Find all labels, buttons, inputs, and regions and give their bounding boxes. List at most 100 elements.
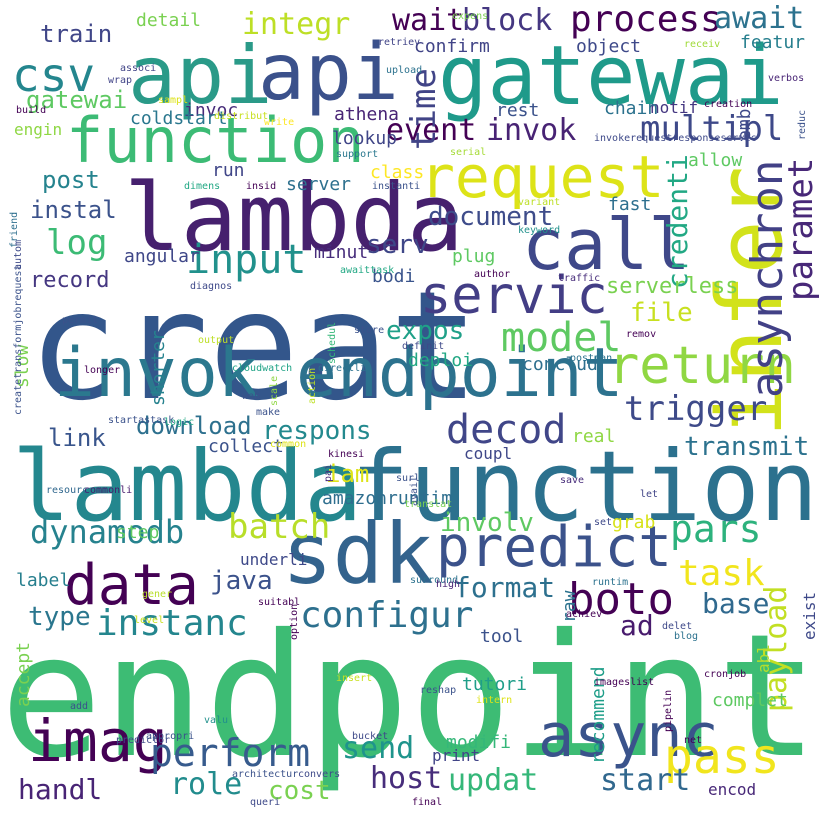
- cloud-word: upload: [386, 65, 423, 76]
- cloud-word: function: [66, 104, 365, 177]
- cloud-word: architectur: [232, 769, 299, 780]
- cloud-word: level: [134, 615, 165, 626]
- cloud-word: verbos: [768, 73, 805, 84]
- cloud-word: invoc: [184, 100, 239, 121]
- cloud-word: lambda: [12, 430, 363, 543]
- cloud-word: creation: [704, 99, 753, 110]
- cloud-word: decod: [446, 407, 567, 453]
- cloud-word: call: [522, 204, 691, 286]
- cloud-word: creat: [28, 260, 480, 434]
- cloud-word: cost: [268, 776, 331, 806]
- cloud-word: action: [307, 367, 318, 404]
- cloud-word: directli: [318, 363, 367, 374]
- cloud-word: resourc: [46, 485, 89, 496]
- cloud-word: remov: [626, 329, 657, 340]
- cloud-word: server: [286, 174, 352, 195]
- cloud-word: traffic: [558, 273, 601, 284]
- cloud-word: author: [474, 269, 511, 280]
- cloud-word: await: [714, 1, 805, 36]
- cloud-word: involv: [440, 508, 534, 538]
- cloud-word: wrap: [108, 75, 133, 86]
- cloud-word: block: [462, 3, 553, 38]
- cloud-word: make: [256, 407, 281, 418]
- cloud-word: predict: [436, 515, 673, 580]
- cloud-word: ad: [620, 609, 654, 642]
- cloud-word: athena: [334, 104, 400, 125]
- cloud-word: common: [270, 439, 307, 450]
- cloud-word: start: [600, 763, 691, 798]
- cloud-word: pai: [323, 463, 334, 482]
- cloud-word: surround: [410, 575, 459, 586]
- cloud-word: modifi: [446, 732, 512, 753]
- cloud-word: dynamodb: [30, 513, 185, 551]
- cloud-word: multipl: [640, 109, 784, 149]
- cloud-word: rest: [496, 100, 540, 121]
- cloud-word: download: [136, 412, 252, 440]
- cloud-word: conclud: [522, 354, 598, 375]
- cloud-word: add: [70, 701, 89, 712]
- cloud-word: grab: [612, 512, 656, 533]
- cloud-word: coldstart: [130, 108, 228, 129]
- cloud-word: translat: [404, 499, 453, 510]
- cloud-word: boto: [568, 574, 674, 625]
- cloud-word: trigger: [624, 389, 768, 429]
- cloud-word: instal: [30, 196, 117, 224]
- cloud-word: lookup: [332, 128, 398, 149]
- cloud-word: fast: [608, 194, 652, 215]
- cloud-word: send: [342, 731, 415, 766]
- cloud-word: insert: [336, 673, 373, 684]
- cloud-word: gener: [142, 589, 173, 600]
- cloud-word: paramet: [781, 157, 819, 301]
- cloud-word: imageslist: [594, 677, 655, 688]
- cloud-word: host: [370, 761, 443, 796]
- cloud-word: record: [30, 268, 110, 293]
- cloud-word: request: [420, 143, 665, 211]
- cloud-word: pars: [670, 507, 762, 551]
- cloud-word: file: [630, 298, 693, 328]
- cloud-word: coupl: [464, 444, 513, 463]
- cloud-word: batch: [228, 507, 331, 547]
- cloud-word: pipelin: [663, 689, 674, 732]
- cloud-word: label: [16, 570, 71, 591]
- cloud-word: insid: [246, 181, 277, 192]
- cloud-word: convers: [298, 769, 341, 780]
- cloud-word: lambda: [124, 164, 464, 273]
- cloud-word: predictor: [116, 735, 171, 746]
- cloud-word: type: [28, 602, 91, 632]
- cloud-word: serial: [450, 147, 487, 158]
- cloud-word: serv: [366, 230, 429, 260]
- cloud-word: bucket: [352, 731, 389, 742]
- cloud-word: plug: [452, 246, 496, 267]
- cloud-word: dimens: [184, 181, 221, 192]
- cloud-word: final: [412, 797, 443, 808]
- cloud-word: kinesi: [328, 449, 365, 460]
- cloud-word: amazonruntim: [322, 488, 453, 509]
- cloud-word: return: [608, 336, 796, 396]
- cloud-word: expens: [452, 11, 489, 22]
- cloud-word: tool: [480, 626, 524, 647]
- cloud-word: retriev: [378, 37, 421, 48]
- cloud-word: cronjob: [704, 669, 747, 680]
- cloud-word: transmit: [684, 432, 810, 462]
- cloud-word: instanti: [372, 181, 421, 192]
- cloud-word: definit: [402, 341, 445, 352]
- cloud-word: post: [42, 166, 100, 194]
- cloud-word: exist: [800, 591, 819, 640]
- cloud-word: respons: [262, 416, 372, 446]
- cloud-word: write: [264, 117, 295, 128]
- cloud-word: tutori: [462, 674, 528, 695]
- cloud-word: queri: [250, 797, 281, 808]
- cloud-word: data: [64, 553, 199, 618]
- cloud-word: log: [46, 223, 108, 263]
- cloud-word: suitabl: [258, 597, 301, 608]
- cloud-word: complet: [712, 690, 788, 711]
- cloud-word: invok: [486, 113, 577, 148]
- cloud-word: base: [702, 587, 770, 620]
- cloud-word: gatewai: [26, 86, 128, 114]
- cloud-word: keyword: [518, 225, 561, 236]
- cloud-word: save: [560, 475, 585, 486]
- cloud-word: format: [454, 571, 556, 604]
- cloud-word: integr: [242, 7, 351, 42]
- cloud-word: reshap: [420, 685, 457, 696]
- cloud-word: link: [48, 424, 106, 452]
